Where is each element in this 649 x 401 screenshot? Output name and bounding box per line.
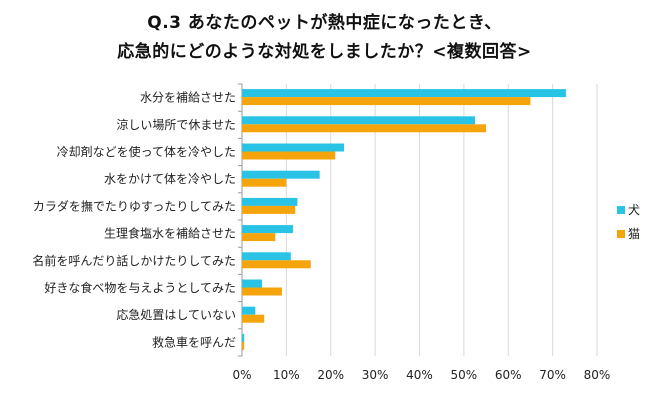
bar-cat [242,205,296,214]
bar-dog [242,143,345,152]
category-label: 生理食塩水を補給させた [104,226,236,241]
bar-dog [242,306,256,315]
bar-cat [242,314,265,323]
category-label: 水をかけて体を冷やした [104,172,236,186]
bar-dog [242,279,262,288]
bar-dog [242,197,298,206]
legend-swatch [617,230,625,238]
bar-cat [242,97,531,106]
bar-cat [242,233,276,242]
bar-cat [242,151,336,160]
x-tick-label: 10% [273,368,300,382]
bar-cat [242,341,245,350]
category-label: 好きな食べ物を与えようとしてみた [44,280,236,295]
bar-cat [242,178,287,187]
category-label: 救急車を呼んだ [152,334,236,349]
bar-dog [242,333,245,342]
bar-dog [242,225,294,234]
x-tick-label: 0% [232,368,251,382]
legend-label: 犬 [628,203,640,217]
x-tick-label: 20% [317,368,344,382]
bar-dog [242,252,291,261]
x-tick-label: 50% [451,368,478,382]
bar-dog [242,170,320,179]
bar-cat [242,260,311,269]
chart-title-line1: Q.3 あなたのペットが熱中症になったとき、 [147,13,502,33]
chart-title-line2: 応急的にどのような対処をしましたか？<複数回答> [117,42,532,62]
legend-label: 猫 [628,227,640,241]
bar-dog [242,116,475,125]
category-label: 応急処置はしていない [116,307,236,322]
legend-swatch [617,206,625,214]
bar-cat [242,287,282,296]
bar-cat [242,124,487,133]
bar-dog [242,89,566,98]
category-label: 冷却剤などを使って体を冷やした [57,144,236,159]
x-tick-label: 70% [539,368,566,382]
category-label: 水分を補給させた [140,91,236,105]
category-label: カラダを撫でたりゆすったりしてみた [33,198,236,213]
x-tick-label: 40% [406,368,433,382]
category-label: 涼しい場所で休ませた [116,117,236,132]
x-tick-label: 60% [495,368,522,382]
x-tick-label: 30% [362,368,389,382]
category-label: 名前を呼んだり話しかけたりしてみた [32,253,236,268]
x-tick-label: 80% [584,368,611,382]
